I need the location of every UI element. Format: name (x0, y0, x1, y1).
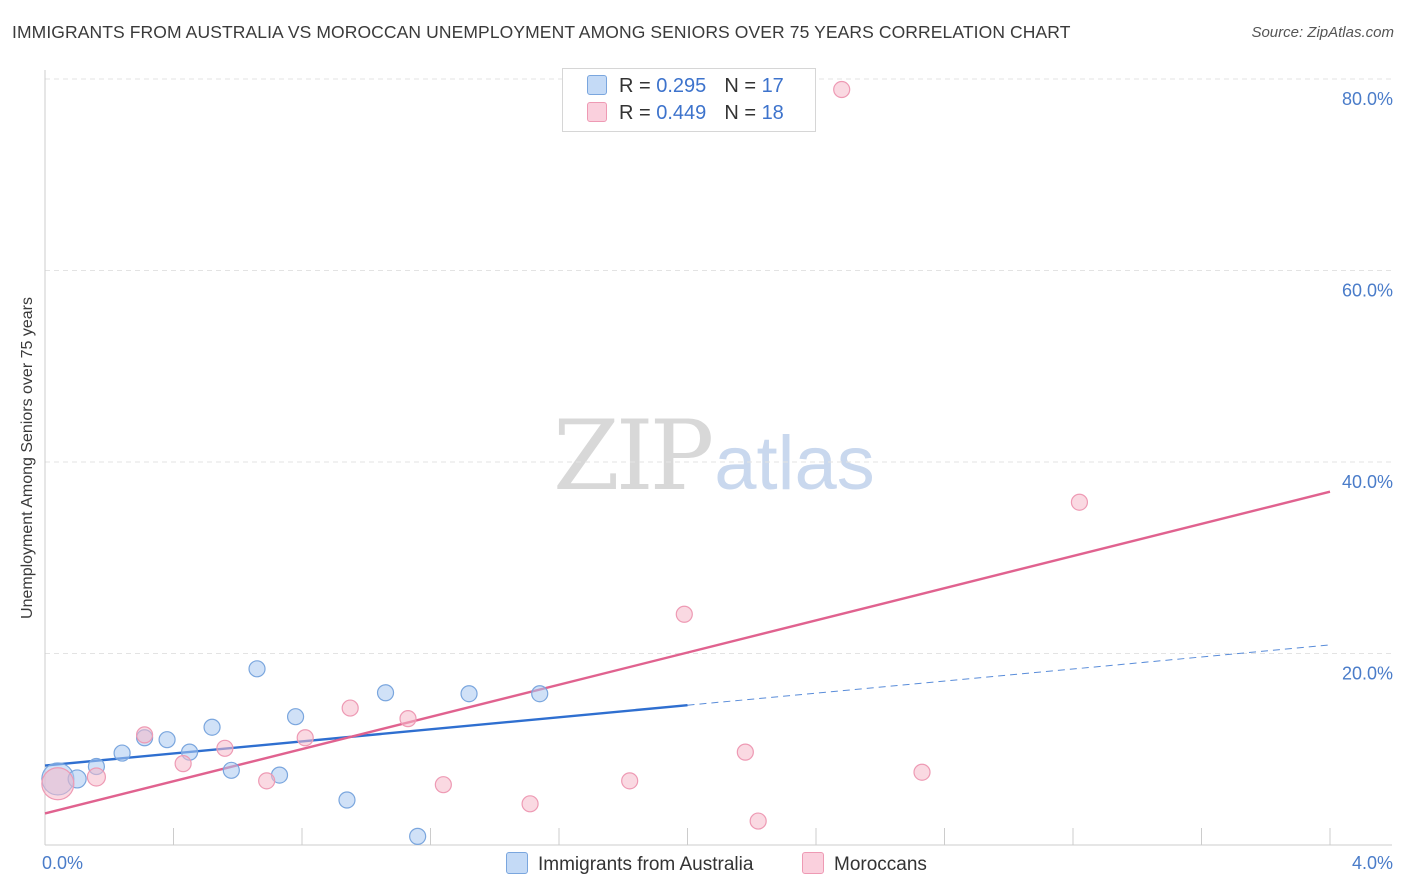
legend-row-moroccans: R = 0.449 N = 18 (587, 102, 784, 126)
australia-point (286, 708, 305, 726)
legend-n-label: N = (724, 75, 756, 97)
moroccans-point (216, 739, 234, 757)
tick-labels: 20.0% 40.0% 60.0% 80.0% 0.0% 4.0% (42, 89, 1393, 873)
correlation-legend: R = 0.295 N = 17 R = 0.449 N = 18 (562, 68, 816, 132)
moroccans-point (399, 710, 417, 728)
data-points (41, 80, 1089, 845)
watermark-zip: ZIP (553, 400, 714, 512)
legend-n-value: 17 (761, 75, 784, 97)
legend-r-label: R = (619, 102, 651, 124)
moroccans-point (913, 763, 931, 781)
legend-swatch-pink (587, 102, 607, 122)
bottom-legend-label: Moroccans (834, 854, 927, 875)
bottom-legend-australia: Immigrants from Australia (506, 852, 753, 876)
moroccans-point (296, 729, 314, 747)
australia-point (222, 761, 240, 779)
bottom-legend-swatch-blue (506, 852, 528, 874)
moroccans-point (434, 776, 452, 794)
moroccans-point (736, 743, 754, 761)
australia-point (376, 684, 395, 702)
moroccans-point (341, 699, 359, 717)
y-tick-label: 60.0% (1342, 281, 1393, 301)
moroccans-point (135, 726, 154, 744)
moroccans-point (675, 605, 693, 623)
x-tick-label: 4.0% (1352, 853, 1393, 873)
x-tick-label: 0.0% (42, 853, 83, 873)
trend-lines (44, 490, 1331, 815)
moroccans-trend-line (44, 490, 1331, 815)
watermark-atlas: atlas (714, 421, 875, 506)
legend-r-label: R = (619, 75, 651, 97)
y-tick-label: 80.0% (1342, 89, 1393, 109)
australia-point (338, 791, 356, 809)
australia-point (460, 685, 478, 703)
legend-swatch-blue (587, 75, 607, 95)
moroccans-point (833, 80, 851, 99)
bottom-legend-moroccans: Moroccans (802, 852, 927, 876)
australia-point (158, 731, 176, 749)
y-tick-label: 40.0% (1342, 472, 1393, 492)
moroccans-point (749, 812, 767, 830)
legend-n-label: N = (724, 102, 756, 124)
moroccans-point (174, 755, 192, 773)
source-label: Source: ZipAtlas.com (1251, 24, 1394, 41)
axes (44, 70, 1392, 846)
watermark: ZIPatlas (553, 400, 875, 512)
moroccans-point (41, 767, 75, 801)
grid-lines (45, 78, 1392, 654)
y-tick-label: 20.0% (1342, 664, 1393, 684)
moroccans-point (86, 767, 107, 787)
australia-point (203, 718, 221, 736)
australia-point (113, 744, 131, 762)
australia-point (409, 827, 427, 845)
chart-title: IMMIGRANTS FROM AUSTRALIA VS MOROCCAN UN… (12, 22, 1071, 42)
moroccans-point (621, 772, 639, 790)
legend-n-value: 18 (761, 102, 784, 124)
legend-r-value: 0.449 (656, 102, 707, 124)
moroccans-point (521, 795, 539, 813)
australia-trend-line (44, 704, 688, 767)
australia-point (531, 685, 549, 703)
bottom-legend-swatch-pink (802, 852, 824, 874)
australia-point (248, 660, 266, 678)
bottom-legend-label: Immigrants from Australia (538, 854, 754, 875)
moroccans-point (258, 772, 276, 790)
moroccans-point (1070, 493, 1089, 511)
legend-r-value: 0.295 (656, 75, 707, 97)
legend-row-australia: R = 0.295 N = 17 (587, 75, 784, 99)
